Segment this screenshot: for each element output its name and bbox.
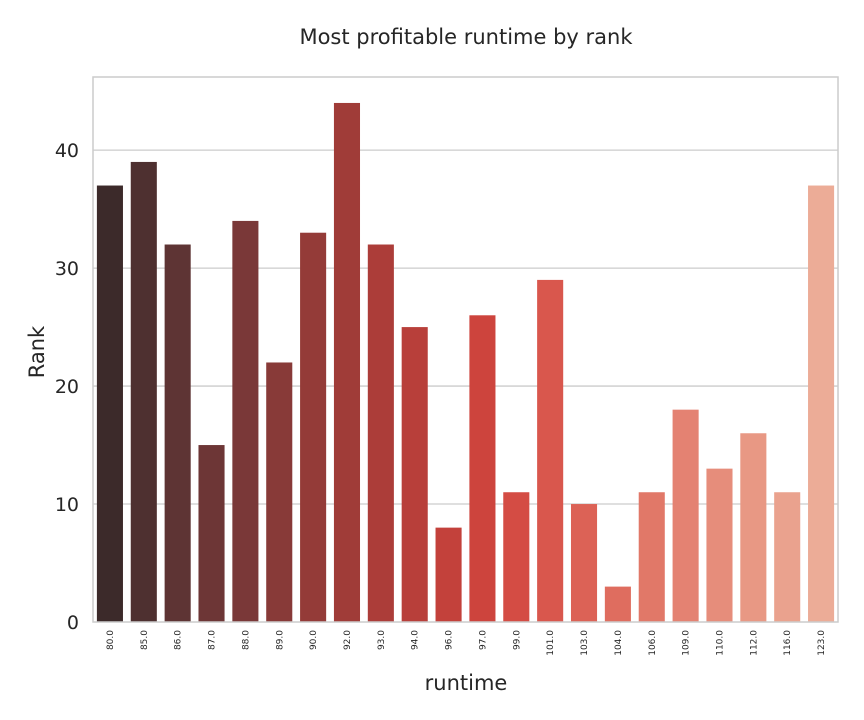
x-tick-label: 123.0 — [817, 630, 827, 656]
bar — [503, 492, 530, 622]
chart-title: Most profitable runtime by rank — [299, 25, 633, 49]
y-tick-label: 0 — [67, 612, 79, 634]
x-tick-labels: 80.0 85.0 86.0 87.0 88.0 89.0 90.0 92.0 93.0 94.0… — [106, 630, 827, 656]
x-tick-label: 106.0 — [648, 630, 658, 656]
x-tick-label: 104.0 — [614, 630, 624, 656]
x-tick-label: 93.0 — [377, 630, 387, 650]
bar — [740, 433, 767, 622]
x-tick-label: 80.0 — [106, 630, 116, 650]
bar — [96, 185, 123, 622]
y-tick-label: 30 — [55, 258, 79, 280]
y-tick-label: 20 — [55, 376, 79, 398]
x-tick-label: 96.0 — [445, 630, 455, 650]
y-tick-label: 40 — [55, 140, 79, 162]
x-tick-label: 116.0 — [783, 630, 793, 656]
bar — [435, 527, 462, 622]
x-tick-label: 85.0 — [140, 630, 150, 650]
bar — [808, 185, 835, 622]
bar — [232, 220, 259, 622]
x-tick-label: 92.0 — [343, 630, 353, 650]
x-tick-label: 109.0 — [682, 630, 692, 656]
x-tick-label: 89.0 — [275, 630, 285, 650]
bar — [266, 362, 293, 622]
bar — [604, 586, 631, 622]
x-tick-label: 101.0 — [546, 630, 556, 656]
bar — [198, 445, 225, 622]
bar — [774, 492, 801, 622]
plot-frame — [92, 76, 839, 623]
y-tick-label: 10 — [55, 494, 79, 516]
x-tick-label: 112.0 — [749, 630, 759, 656]
bar — [401, 327, 428, 622]
y-axis-label: Rank — [25, 325, 49, 378]
x-tick-label: 103.0 — [580, 630, 590, 656]
bar — [537, 279, 564, 622]
x-tick-label: 90.0 — [309, 630, 319, 650]
bar — [300, 232, 327, 622]
bar — [333, 102, 361, 622]
x-tick-label: 86.0 — [174, 630, 184, 650]
x-tick-label: 94.0 — [411, 630, 421, 650]
x-tick-label: 88.0 — [241, 630, 251, 650]
bar — [164, 244, 191, 623]
x-tick-label: 97.0 — [478, 630, 488, 650]
bar — [638, 492, 665, 622]
x-axis-label: runtime — [425, 671, 508, 695]
bar — [672, 409, 699, 622]
x-tick-label: 110.0 — [715, 630, 725, 656]
x-tick-label: 99.0 — [512, 630, 522, 650]
bar — [367, 244, 394, 623]
bar — [469, 315, 496, 622]
bar — [570, 504, 598, 622]
bar — [130, 161, 157, 622]
x-tick-label: 87.0 — [208, 630, 218, 650]
bar — [706, 468, 733, 622]
y-tick-labels: 0 10 20 30 40 — [55, 140, 79, 634]
bars — [96, 102, 835, 623]
